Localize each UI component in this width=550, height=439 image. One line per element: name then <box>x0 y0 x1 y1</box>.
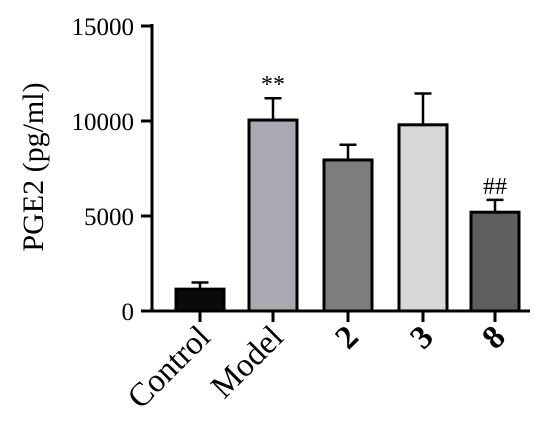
bars-layer: ** ## <box>174 72 521 313</box>
x-category-label: 3 <box>404 319 441 356</box>
x-category-label: Control <box>121 319 218 416</box>
x-category-label: 2 <box>329 319 366 356</box>
bar-1 <box>247 118 299 313</box>
y-tick-label: 5000 <box>84 204 134 231</box>
significance-label: ## <box>483 174 507 200</box>
bar-3 <box>397 123 449 313</box>
y-tick-label: 0 <box>122 299 135 326</box>
y-tick-label: 15000 <box>72 14 135 41</box>
x-category-label: Model <box>204 319 290 405</box>
bar-4 <box>469 210 521 313</box>
bar-0 <box>174 287 226 313</box>
bar-2 <box>322 158 374 313</box>
significance-label: ** <box>261 72 285 98</box>
axes <box>150 24 530 313</box>
y-axis-title: PGE2 (pg/ml) <box>17 82 50 251</box>
y-ticks: 0 5000 10000 15000 <box>72 14 152 326</box>
y-tick-label: 10000 <box>72 109 135 136</box>
x-category-label: 8 <box>476 319 513 356</box>
